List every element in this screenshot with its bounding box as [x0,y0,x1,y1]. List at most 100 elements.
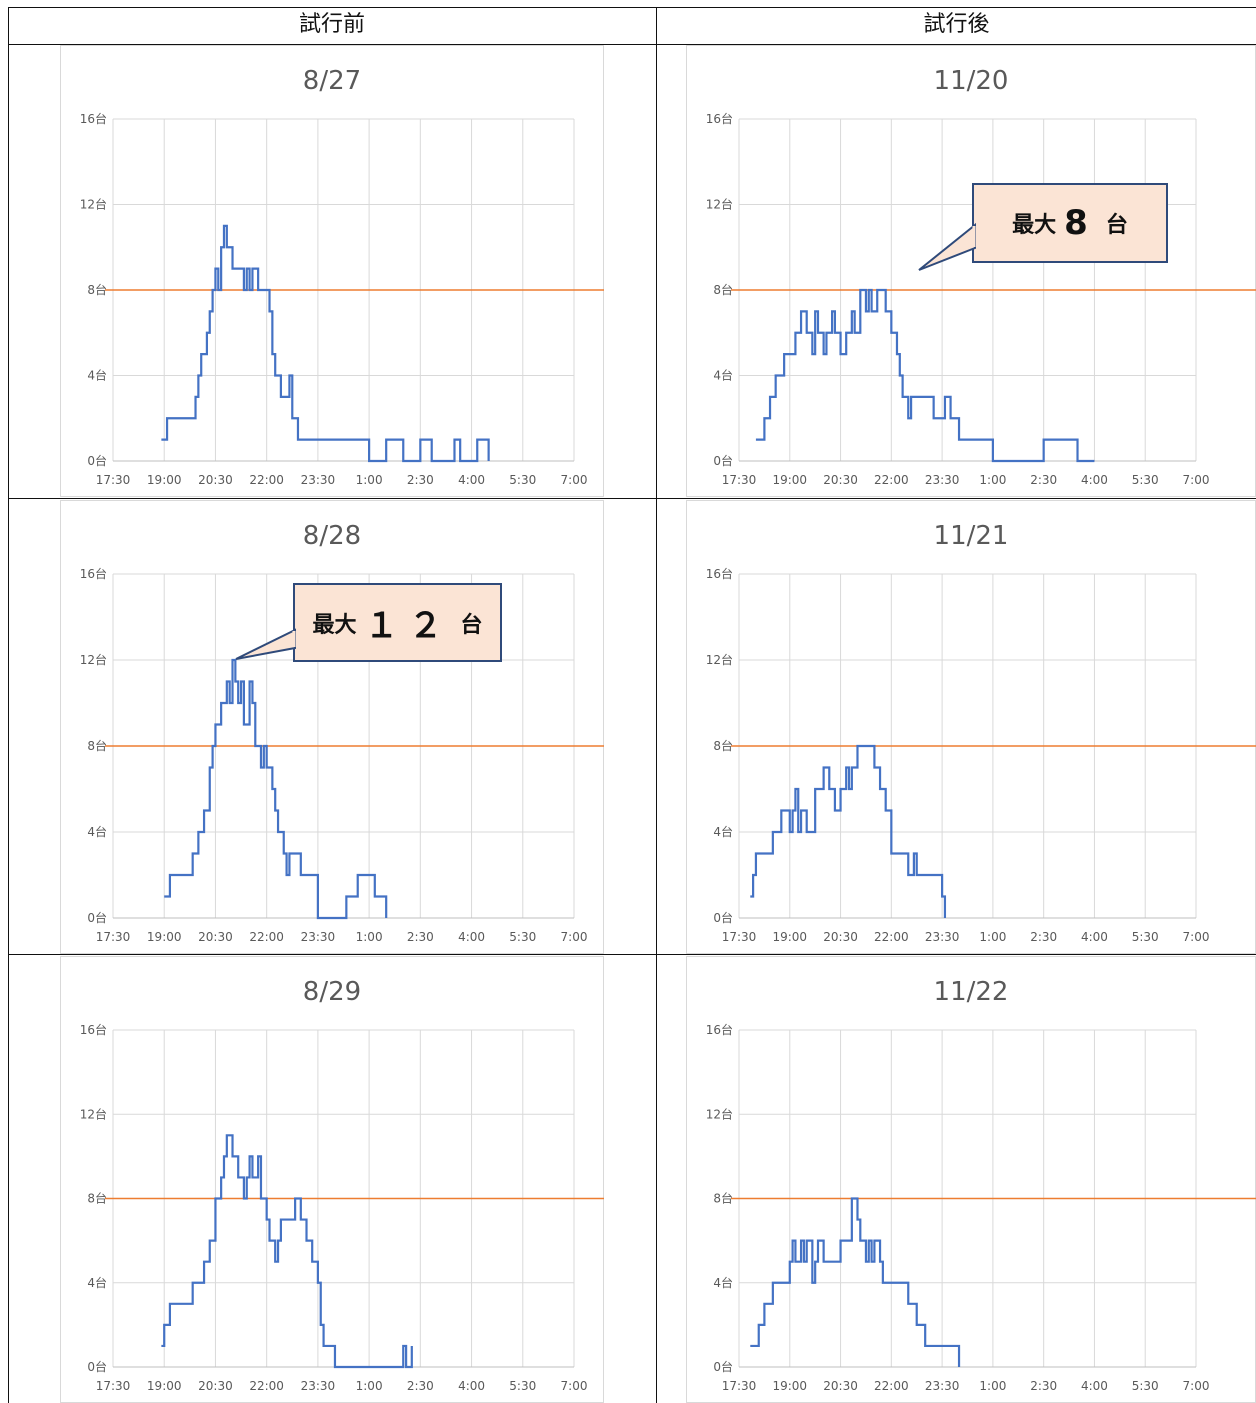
x-tick-label: 4:00 [458,473,485,487]
table-border-left [8,7,9,1403]
y-tick-label: 8台 [713,282,733,297]
y-tick-label: 16台 [80,1022,107,1037]
chart-frame [60,500,604,954]
y-tick-label: 16台 [80,111,107,126]
x-tick-label: 7:00 [561,1379,588,1393]
table-border-row2 [8,954,1256,955]
x-tick-label: 2:30 [1030,473,1057,487]
x-tick-label: 23:30 [301,930,336,944]
y-tick-label: 8台 [713,1191,733,1206]
x-tick-label: 20:30 [823,1379,858,1393]
callout-prefix: 最大 [312,612,357,638]
x-tick-label: 23:30 [925,1379,960,1393]
x-tick-label: 7:00 [561,473,588,487]
y-tick-label: 8台 [87,1191,107,1206]
header-before: 試行前 [8,7,656,43]
x-tick-label: 7:00 [1183,1379,1210,1393]
chart-11-21: 11/21 0台 4台 8台 12台 16台 17:30 19:00 20:30 22:00 23:… [686,500,1256,954]
x-tick-label: 20:30 [823,930,858,944]
x-tick-label: 22:00 [874,930,909,944]
x-tick-label: 5:30 [1132,1379,1159,1393]
callout-max-12: 最大 １２ 台 [293,583,502,662]
chart-title: 8/29 [303,977,361,1007]
y-tick-label: 0台 [713,1359,733,1374]
y-tick-label: 16台 [706,566,733,581]
x-tick-label: 23:30 [925,473,960,487]
x-tick-label: 19:00 [147,1379,182,1393]
x-tick-label: 22:00 [874,1379,909,1393]
x-tick-label: 23:30 [301,1379,336,1393]
x-tick-label: 22:00 [249,1379,284,1393]
x-tick-label: 2:30 [1030,930,1057,944]
x-tick-label: 5:30 [509,1379,536,1393]
series-line [164,658,388,920]
x-tick-label: 20:30 [198,473,233,487]
x-tick-label: 17:30 [96,930,131,944]
x-tick-label: 17:30 [96,473,131,487]
x-tick-label: 19:00 [147,930,182,944]
x-tick-label: 22:00 [874,473,909,487]
y-tick-label: 8台 [713,738,733,753]
y-tick-label: 12台 [706,197,733,212]
y-tick-label: 12台 [706,652,733,667]
chart-frame [686,45,1256,497]
y-tick-label: 4台 [87,824,107,839]
x-tick-label: 7:00 [1183,930,1210,944]
chart-11-22: 11/22 0台 4台 8台 12台 16台 17:30 19:00 20:30 22:00 23:… [686,956,1256,1403]
x-tick-label: 7:00 [1183,473,1210,487]
x-tick-label: 2:30 [407,473,434,487]
x-tick-label: 1:00 [979,473,1006,487]
chart-11-20: 11/20 0台 4台 8台 12台 16台 17:30 19:00 20:30 22:00 23:… [686,45,1256,497]
y-tick-label: 0台 [713,453,733,468]
chart-svg: 8/27 0台 4台 8台 12台 16台 17:30 19:00 20:30 22:00 23:3… [60,45,604,497]
chart-frame [60,956,604,1403]
callout-value: 8 [1064,203,1098,243]
x-tick-label: 2:30 [407,930,434,944]
table-border-row1 [8,498,1256,499]
x-tick-label: 22:00 [249,473,284,487]
y-tick-label: 0台 [87,453,107,468]
x-tick-label: 23:30 [301,473,336,487]
x-tick-label: 19:00 [772,930,807,944]
chart-frame [686,500,1256,954]
chart-title: 11/21 [934,521,1009,551]
x-tick-label: 20:30 [198,1379,233,1393]
x-tick-label: 17:30 [722,930,757,944]
y-tick-label: 8台 [87,282,107,297]
y-tick-label: 0台 [87,910,107,925]
y-tick-label: 4台 [713,824,733,839]
x-tick-label: 5:30 [1132,930,1159,944]
y-tick-label: 4台 [713,368,733,383]
chart-svg: 8/29 0台 4台 8台 12台 16台 17:30 19:00 20:30 22:00 23:3… [60,956,604,1403]
x-tick-label: 17:30 [722,1379,757,1393]
chart-svg: 11/22 0台 4台 8台 12台 16台 17:30 19:00 20:30 22:00 23:… [686,956,1256,1403]
header-after: 試行後 [657,7,1256,43]
x-tick-label: 2:30 [1030,1379,1057,1393]
series-line [161,224,490,463]
x-tick-label: 19:00 [772,473,807,487]
callout-max-8: 最大 8 台 [972,183,1168,263]
x-tick-label: 1:00 [356,1379,383,1393]
y-tick-label: 0台 [713,910,733,925]
y-tick-label: 12台 [706,1106,733,1121]
x-tick-label: 19:00 [147,473,182,487]
y-tick-label: 4台 [713,1275,733,1290]
x-tick-label: 19:00 [772,1379,807,1393]
table-border-top [8,7,1256,8]
y-tick-label: 12台 [80,652,107,667]
x-tick-label: 23:30 [925,930,960,944]
callout-prefix: 最大 [1012,213,1057,238]
x-tick-label: 20:30 [823,473,858,487]
y-tick-label: 16台 [706,111,733,126]
y-tick-label: 8台 [87,738,107,753]
table-border-middle [656,7,657,1403]
x-tick-label: 4:00 [1081,473,1108,487]
chart-8-29: 8/29 0台 4台 8台 12台 16台 17:30 19:00 20:30 22:00 23:3… [60,956,604,1403]
x-tick-label: 7:00 [561,930,588,944]
chart-title: 8/27 [303,66,361,96]
x-tick-label: 17:30 [722,473,757,487]
callout-suffix: 台 [1105,213,1128,238]
y-tick-label: 16台 [706,1022,733,1037]
x-tick-label: 5:30 [1132,473,1159,487]
